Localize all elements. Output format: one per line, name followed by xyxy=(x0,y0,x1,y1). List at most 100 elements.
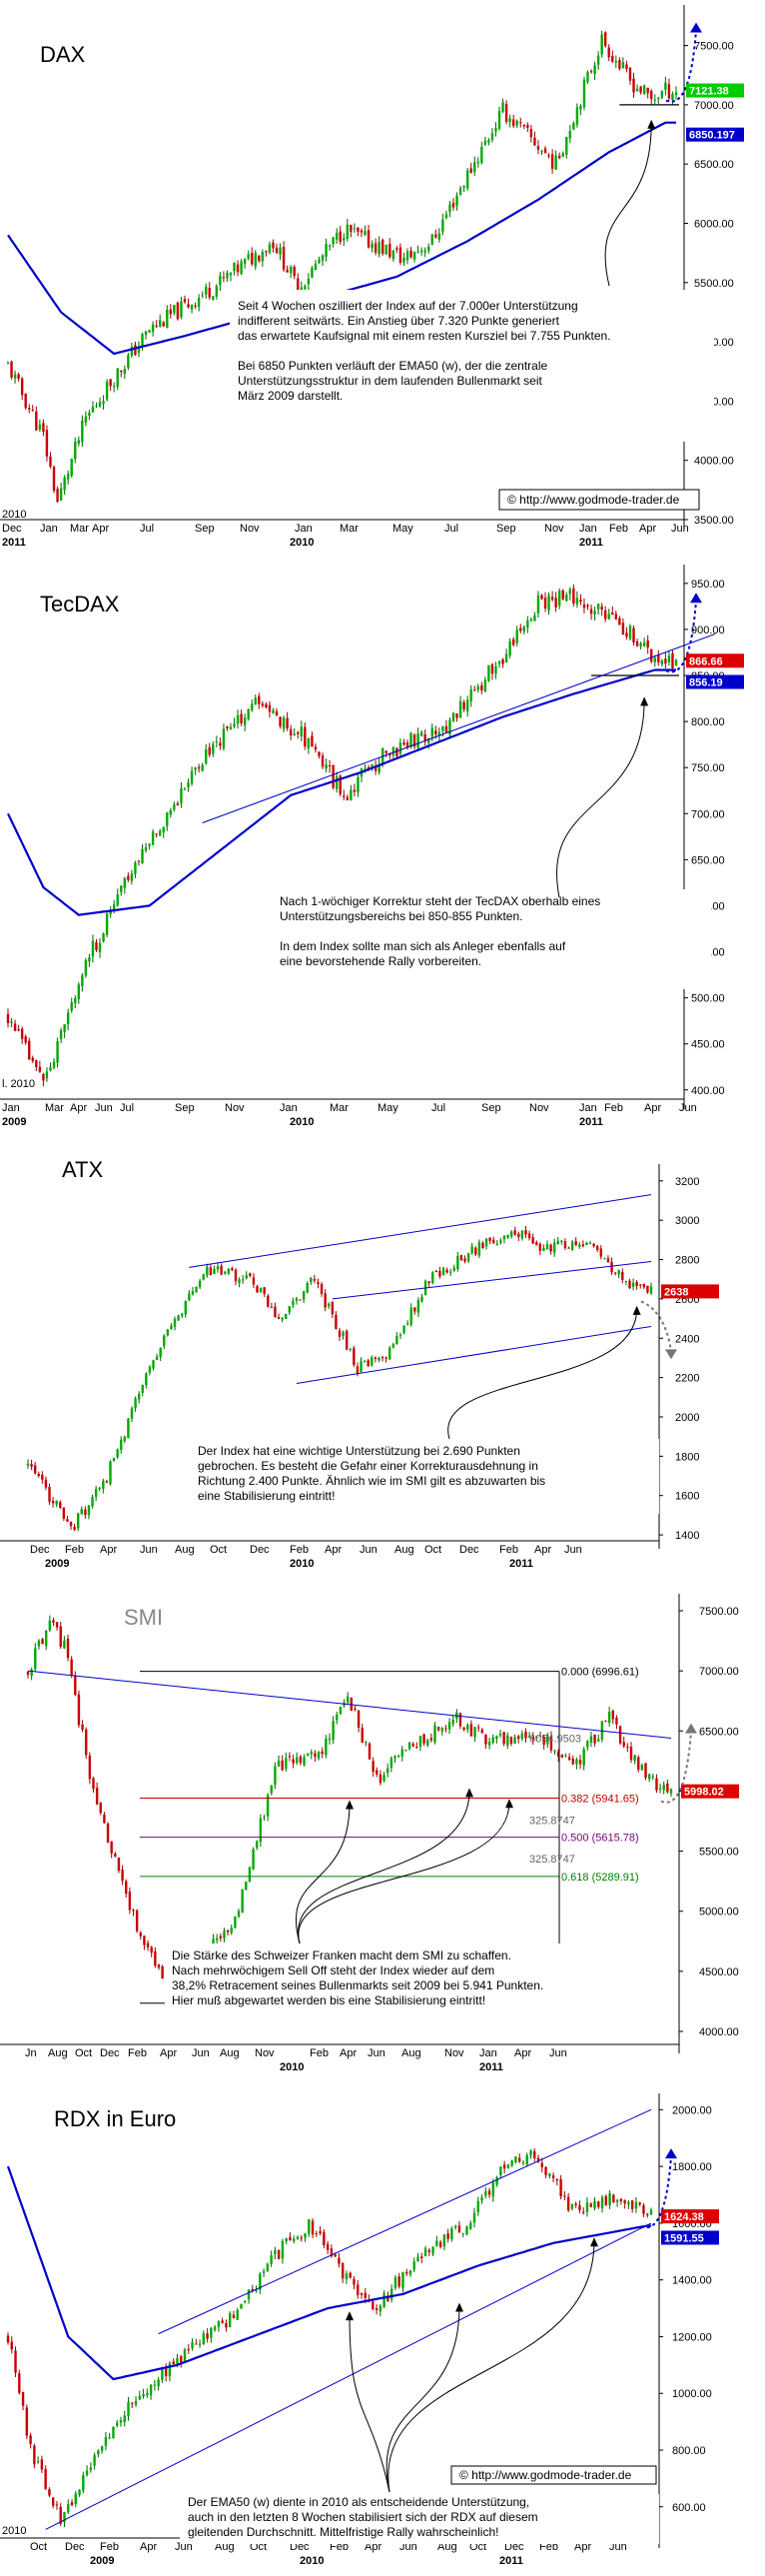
candle-body xyxy=(37,1640,41,1647)
candle-body xyxy=(259,2273,262,2290)
candle-body xyxy=(342,1332,345,1336)
y-tick-label: 1200.00 xyxy=(672,2331,712,2343)
candle-body xyxy=(430,234,433,245)
x-year-label: 2011 xyxy=(499,2555,523,2567)
candle-body xyxy=(448,719,451,734)
candle-body xyxy=(527,1233,531,1239)
tecdax-chart-panel: TecDAX 950.00900.00850.00800.00750.00700… xyxy=(0,560,765,1139)
candle-body xyxy=(438,2241,442,2247)
candle-body xyxy=(281,1760,284,1771)
candle-body xyxy=(658,1788,662,1790)
candle-body xyxy=(162,826,165,833)
candle-body xyxy=(74,2493,77,2505)
candle-body xyxy=(338,2257,341,2264)
annotation-line: Hier muß abgewartet werden bis eine Stab… xyxy=(172,1993,485,2007)
y-tick-label: 2000 xyxy=(675,1412,699,1424)
y-tick-label: 500.00 xyxy=(691,993,725,1005)
candle-body xyxy=(296,1757,299,1764)
candle-body xyxy=(252,1277,256,1285)
candle-body xyxy=(413,1307,416,1312)
forecast-arrow xyxy=(665,30,697,103)
pointer-line xyxy=(387,2240,595,2493)
candle-body xyxy=(293,733,296,735)
candle-body xyxy=(110,1841,113,1854)
candle-body xyxy=(263,1287,266,1294)
candle-body xyxy=(462,1727,465,1730)
candle-body xyxy=(44,1630,48,1647)
candle-body xyxy=(289,2236,292,2241)
candle-body xyxy=(574,1241,577,1245)
x-year-label: 2011 xyxy=(479,2061,503,2073)
candle-body xyxy=(614,61,618,63)
candle-body xyxy=(237,1911,241,1918)
candle-body xyxy=(434,730,437,734)
candle-body xyxy=(152,1360,155,1369)
candle-body xyxy=(375,2308,379,2310)
x-tick-label: Mar xyxy=(45,1102,64,1114)
candle-body xyxy=(458,188,462,195)
candle-body xyxy=(297,731,300,734)
candle-body xyxy=(465,699,469,711)
candle-body xyxy=(325,1738,328,1756)
candle-body xyxy=(268,704,272,712)
candle-body xyxy=(365,1742,368,1744)
candle-body xyxy=(548,2173,551,2176)
candle-body xyxy=(169,809,173,815)
candle-body xyxy=(538,1736,542,1738)
candle-body xyxy=(80,1509,83,1515)
candle-body xyxy=(35,411,38,431)
candle-body xyxy=(607,614,610,620)
candle-body xyxy=(458,1713,462,1727)
candle-body xyxy=(24,1036,27,1043)
candle-body xyxy=(651,1776,655,1778)
x-tick-label: Jun xyxy=(140,1544,158,1556)
candle-body xyxy=(240,713,243,724)
candle-body xyxy=(565,595,568,602)
candle-body xyxy=(535,1242,538,1245)
candle-body xyxy=(550,597,554,601)
candle-body xyxy=(476,161,479,164)
x-tick-label: Nov xyxy=(255,2047,275,2059)
candle-body xyxy=(540,150,543,152)
price-tag-bg xyxy=(661,2209,719,2224)
candle-body xyxy=(492,1239,495,1244)
candle-body xyxy=(543,598,547,609)
candle-body xyxy=(205,286,208,295)
x-year-label: 2011 xyxy=(509,1558,533,1570)
candle-body xyxy=(480,2197,483,2201)
candle-body xyxy=(404,1750,407,1752)
candle-body xyxy=(529,619,533,622)
y-tick-label: 1800.00 xyxy=(672,2161,712,2173)
candle-body xyxy=(266,2263,270,2272)
candle-body xyxy=(606,1258,610,1262)
candle-body xyxy=(249,1273,252,1276)
candle-body xyxy=(459,1255,463,1261)
candle-body xyxy=(10,361,13,378)
candle-body xyxy=(103,1815,106,1824)
forecast-arrow xyxy=(640,1300,672,1352)
candle-body xyxy=(311,735,314,746)
x-year-label: 2010 xyxy=(290,537,314,549)
candle-body xyxy=(621,62,625,68)
x-tick-label: Dec xyxy=(30,1544,50,1556)
candle-body xyxy=(55,1500,58,1505)
y-tick-label: 450.00 xyxy=(691,1039,725,1051)
candle-body xyxy=(202,2333,206,2344)
candle-body xyxy=(279,247,282,255)
candle-body xyxy=(292,1759,295,1764)
candle-body xyxy=(466,1725,469,1730)
candle-body xyxy=(209,1267,213,1275)
candle-body xyxy=(405,742,409,748)
candle-body xyxy=(391,1344,394,1348)
candle-body xyxy=(77,1694,81,1726)
candle-body xyxy=(453,2225,457,2228)
candle-body xyxy=(488,1237,491,1242)
candle-body xyxy=(137,860,141,862)
candle-body xyxy=(38,424,42,430)
candle-body xyxy=(533,2150,536,2158)
candle-body xyxy=(429,1738,433,1741)
y-tick-label: 2800 xyxy=(675,1255,699,1267)
candle-body xyxy=(627,2201,630,2205)
candle-body xyxy=(533,615,536,622)
candle-body xyxy=(411,1744,414,1747)
